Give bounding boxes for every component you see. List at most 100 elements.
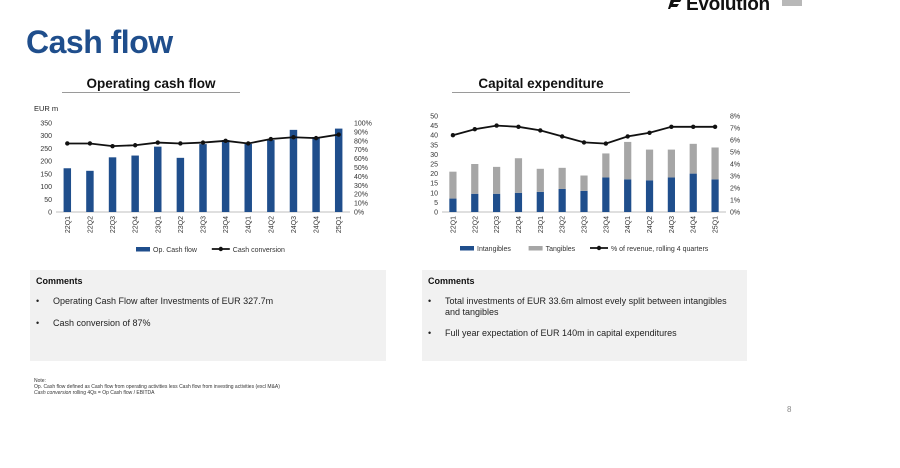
line-point bbox=[603, 141, 609, 146]
x-tick-label: 22Q3 bbox=[110, 216, 117, 233]
footnote-line-2: Cash conversion rolling 4Qs = Op Cash fl… bbox=[34, 390, 280, 396]
bar-tangibles bbox=[667, 149, 675, 178]
y-tick-label: 50 bbox=[44, 197, 52, 204]
evolution-logo: Evolution bbox=[668, 0, 802, 16]
bar-intangibles bbox=[602, 177, 610, 212]
y2-tick-label: 1% bbox=[730, 198, 740, 205]
x-tick-label: 23Q3 bbox=[582, 216, 589, 233]
x-tick-label: 22Q4 bbox=[133, 216, 140, 233]
y-tick-label: 10 bbox=[430, 190, 438, 197]
legend--of-revenue-rolling-4-quarters-label: % of revenue, rolling 4 quarters bbox=[611, 246, 709, 253]
line-point bbox=[155, 140, 160, 145]
bar-tangibles bbox=[536, 168, 544, 192]
bar-op-cash-flow bbox=[131, 155, 139, 212]
logo-grey-box bbox=[782, 0, 802, 6]
operating-cash-flow-chart: 0 50 100 150 200 250 300 350 0% 10% 20% 30% 40% 50% 60… bbox=[34, 104, 372, 254]
bar-tangibles bbox=[602, 153, 610, 178]
capex-comments-box: Comments • Total investments of EUR 33.6m… bbox=[422, 270, 747, 361]
legend-tangibles-swatch bbox=[528, 246, 543, 251]
y2-tick-label: 30% bbox=[354, 183, 368, 190]
line-point bbox=[581, 140, 587, 145]
footnote: Note: Op. Cash flow defined as Cash flow… bbox=[34, 378, 280, 396]
y-tick-label: 35 bbox=[430, 142, 438, 149]
y-tick-label: 300 bbox=[40, 133, 52, 140]
line-point bbox=[87, 141, 93, 146]
line-point bbox=[132, 143, 138, 148]
x-tick-label: 22Q2 bbox=[472, 216, 479, 233]
bar-op-cash-flow bbox=[154, 146, 162, 212]
y2-tick-label: 80% bbox=[354, 138, 368, 145]
bar-op-cash-flow bbox=[267, 140, 275, 212]
y2-tick-label: 10% bbox=[354, 201, 368, 208]
line-point bbox=[65, 141, 70, 146]
bar-intangibles bbox=[624, 179, 632, 212]
x-tick-label: 24Q4 bbox=[314, 216, 321, 233]
y2-tick-label: 7% bbox=[730, 126, 740, 133]
legend-intangibles-label: Intangibles bbox=[477, 246, 511, 253]
evolution-logo-text: Evolution bbox=[686, 0, 770, 15]
evolution-logo-mark bbox=[668, 0, 682, 9]
bar-op-cash-flow bbox=[108, 157, 117, 212]
bar-op-cash-flow bbox=[199, 144, 207, 212]
capital-expenditure-chart: 0 5 10 15 20 25 30 35 40 45 50 0% 1% 2% 3% 4% 5% 6% 7% 8% 22… bbox=[430, 114, 740, 254]
bar-op-cash-flow bbox=[176, 157, 185, 212]
x-tick-label: 25Q1 bbox=[336, 216, 343, 233]
bar-intangibles bbox=[558, 188, 566, 212]
capex-bullet: • Total investments of EUR 33.6m almost e… bbox=[428, 296, 740, 318]
y2-tick-label: 90% bbox=[354, 129, 368, 136]
line-point bbox=[200, 140, 206, 145]
x-tick-label: 23Q1 bbox=[538, 216, 545, 233]
capex-bullet-text: Total investments of EUR 33.6m almost ev… bbox=[445, 296, 727, 317]
line-point bbox=[291, 135, 296, 140]
x-tick-label: 24Q1 bbox=[625, 216, 632, 233]
y2-tick-label: 20% bbox=[354, 192, 368, 199]
footnote-line-1: Op. Cash flow defined as Cash flow from … bbox=[34, 384, 280, 390]
y2-tick-label: 70% bbox=[354, 147, 368, 154]
y-tick-label: 100 bbox=[40, 184, 52, 191]
y-tick-label: 200 bbox=[40, 159, 52, 166]
legend-op-cash-flow-label: Op. Cash flow bbox=[153, 247, 198, 254]
footnote-line-2-rest: rolling 4Qs = Op Cash flow / EBITDA bbox=[71, 390, 155, 396]
x-tick-label: 24Q3 bbox=[669, 216, 676, 233]
line-point bbox=[472, 127, 477, 132]
y2-tick-label: 0% bbox=[730, 210, 740, 217]
y2-tick-label: 60% bbox=[354, 156, 368, 163]
line-point bbox=[450, 133, 456, 138]
line-point bbox=[538, 128, 543, 133]
line-point bbox=[559, 134, 565, 139]
bar-op-cash-flow bbox=[289, 129, 298, 212]
bar-tangibles bbox=[645, 149, 654, 181]
legend-op-cash-flow-swatch bbox=[136, 247, 150, 252]
legend-cash-conversion-marker bbox=[218, 246, 223, 252]
operating-bullet-text: Operating Cash Flow after Investments of… bbox=[53, 296, 274, 306]
bar-intangibles bbox=[580, 190, 588, 212]
y-tick-label: 30 bbox=[430, 152, 438, 159]
legend-cash-conversion-label: Cash conversion bbox=[233, 247, 285, 254]
bar-tangibles bbox=[580, 175, 588, 191]
y-tick-label: 50 bbox=[430, 114, 438, 121]
x-tick-label: 22Q2 bbox=[87, 216, 94, 233]
bar-tangibles bbox=[689, 143, 697, 174]
y2-tick-label: 8% bbox=[730, 114, 740, 121]
x-tick-label: 24Q3 bbox=[291, 216, 298, 233]
x-tick-label: 24Q1 bbox=[246, 216, 253, 233]
line-point bbox=[712, 124, 718, 129]
operating-title-rule bbox=[62, 92, 240, 93]
bar-tangibles bbox=[624, 141, 632, 180]
capex-comments-title: Comments bbox=[428, 276, 475, 286]
page-number: 8 bbox=[787, 405, 792, 414]
bar-intangibles bbox=[536, 191, 544, 212]
capex-bullet-text: Full year expectation of EUR 140m in cap… bbox=[445, 328, 677, 338]
y2-tick-label: 5% bbox=[730, 150, 740, 157]
legend--of-revenue-rolling-4-quarters-marker bbox=[596, 245, 602, 251]
line-point bbox=[246, 141, 251, 146]
y2-tick-label: 6% bbox=[730, 138, 740, 145]
y2-tick-label: 50% bbox=[354, 165, 368, 172]
bar-tangibles bbox=[471, 164, 479, 194]
x-tick-label: 22Q4 bbox=[516, 216, 523, 233]
y2-tick-label: 40% bbox=[354, 174, 368, 181]
line-point bbox=[313, 135, 319, 141]
bar-tangibles bbox=[711, 147, 719, 180]
operating-chart-title: Operating cash flow bbox=[86, 76, 216, 91]
line-point bbox=[223, 138, 228, 143]
